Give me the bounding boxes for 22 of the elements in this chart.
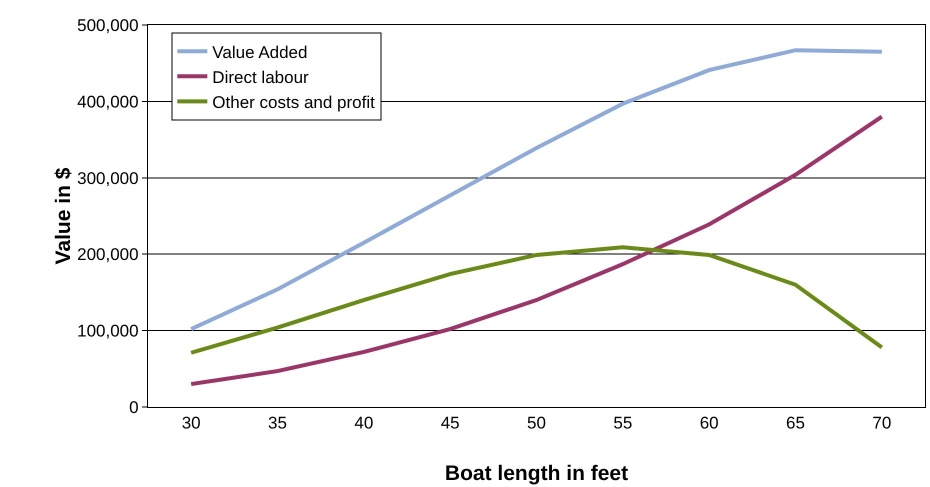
x-tick-label: 65 xyxy=(786,413,805,432)
legend-label: Other costs and profit xyxy=(212,93,376,112)
line-series xyxy=(189,245,884,355)
y-tick-label: 0 xyxy=(129,398,139,417)
x-tick-label: 60 xyxy=(700,413,719,432)
legend-label: Direct labour xyxy=(212,68,310,87)
x-tick-label: 35 xyxy=(268,413,287,432)
line-series xyxy=(189,114,884,386)
y-tick-label: 500,000 xyxy=(77,16,139,35)
y-tick-label: 100,000 xyxy=(77,322,139,341)
y-tick-label: 400,000 xyxy=(77,92,139,112)
x-axis-title: Boat length in feet xyxy=(444,462,628,485)
x-tick-label: 45 xyxy=(440,413,460,432)
x-tick-label: 55 xyxy=(613,413,632,432)
y-tick-label: 300,000 xyxy=(77,168,139,188)
x-tick-label: 70 xyxy=(872,413,892,432)
y-tick-label: 200,000 xyxy=(77,245,139,264)
x-tick-label: 50 xyxy=(527,413,546,432)
x-tick-label: 30 xyxy=(182,413,201,432)
legend-label: Value Added xyxy=(212,42,308,62)
y-axis-title: Value in $ xyxy=(52,167,76,264)
x-tick-label: 40 xyxy=(354,413,374,432)
